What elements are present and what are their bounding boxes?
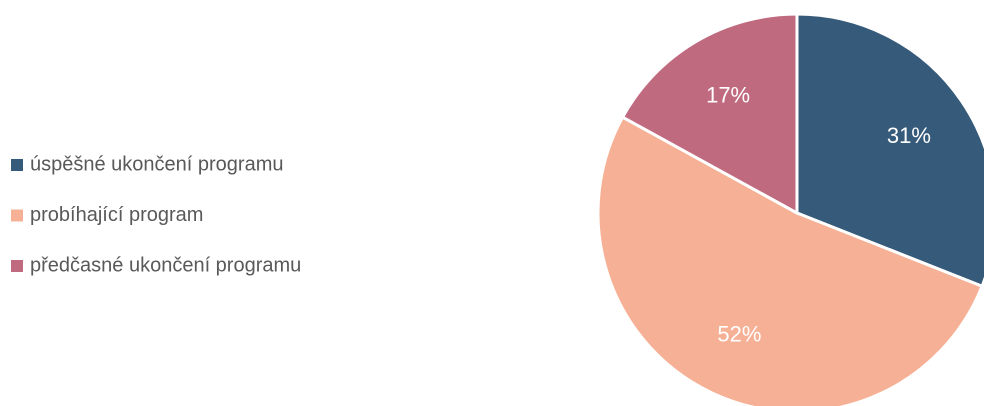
value-label: 31% [887, 123, 931, 148]
value-label: 17% [706, 82, 750, 107]
legend-swatch [11, 260, 23, 272]
legend-swatch [11, 159, 23, 171]
pie-slice [795, 12, 984, 289]
legend-label: probíhající program [30, 204, 203, 226]
legend-label: úspěšné ukončení programu [30, 153, 284, 175]
legend-swatch [11, 209, 23, 222]
legend-label: předčasné ukončení programu [30, 254, 301, 276]
pie-slice [620, 12, 799, 216]
pie-slice [596, 115, 984, 406]
value-label: 52% [717, 321, 761, 346]
